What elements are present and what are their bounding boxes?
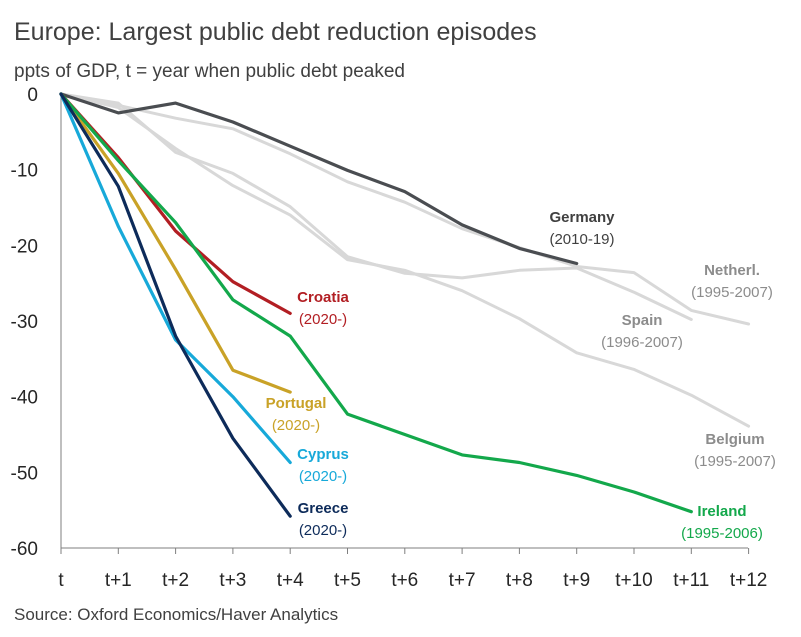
series-labels: Germany (2010-19) Netherl. (1995-2007) Spain…: [266, 209, 776, 542]
y-tick-label: -60: [11, 539, 38, 560]
series-label-spain: Spain: [622, 312, 663, 329]
y-tick-labels: 0 -10 -20 -30 -40 -50 -60: [11, 85, 38, 560]
series-label-croatia: Croatia: [297, 289, 349, 306]
x-tick-label: t+10: [615, 570, 653, 591]
series-line-germany: [59, 92, 579, 266]
series-period-portugal: (2020-): [272, 417, 320, 434]
series-label-greece: Greece: [298, 500, 349, 517]
series-label-portugal: Portugal: [266, 395, 327, 412]
series-line-portugal: [59, 92, 292, 394]
x-tick-label: t+7: [449, 570, 476, 591]
series-period-ireland: (1995-2006): [681, 525, 763, 542]
series-period-greece: (2020-): [299, 522, 347, 539]
y-tick-label: 0: [27, 85, 38, 106]
series-line-belgium: [59, 92, 751, 428]
x-tick-label: t+11: [673, 570, 709, 591]
chart-title: Europe: Largest public debt reduction ep…: [14, 18, 537, 46]
series-label-cyprus: Cyprus: [297, 446, 349, 463]
series-period-cyprus: (2020-): [299, 468, 347, 485]
series-line-croatia: [59, 92, 292, 315]
series-period-netherl: (1995-2007): [691, 284, 773, 301]
series-period-germany: (2010-19): [549, 231, 614, 248]
x-tick-label: t+4: [277, 570, 304, 591]
series-line-greece: [59, 92, 292, 518]
x-tick-labels: t t+1 t+2 t+3 t+4 t+5 t+6 t+7 t+8 t+9 t+10 t+11 t+12: [58, 548, 767, 591]
chart-source: Source: Oxford Economics/Haver Analytics: [14, 605, 338, 624]
series-label-germany: Germany: [549, 209, 615, 226]
x-tick-label: t+1: [105, 570, 132, 591]
series-line-cyprus: [59, 92, 292, 465]
x-tick-label: t+2: [162, 570, 189, 591]
x-tick-label: t+6: [391, 570, 418, 591]
y-tick-label: -10: [11, 161, 38, 182]
series-label-netherl: Netherl.: [704, 262, 760, 279]
y-tick-label: -20: [11, 236, 38, 257]
series-lines: [59, 92, 751, 518]
series-label-ireland: Ireland: [697, 503, 746, 520]
series-line-netherl: [59, 92, 751, 326]
y-tick-label: -40: [11, 388, 38, 409]
y-tick-label: -30: [11, 312, 38, 333]
series-label-belgium: Belgium: [705, 431, 764, 448]
x-tick-label: t+9: [563, 570, 590, 591]
x-tick-label: t: [58, 570, 64, 591]
series-period-belgium: (1995-2007): [694, 453, 776, 470]
x-tick-label: t+8: [506, 570, 533, 591]
series-line-ireland: [59, 92, 693, 514]
x-tick-label: t+12: [730, 570, 768, 591]
chart-subtitle: ppts of GDP, t = year when public debt p…: [14, 61, 405, 82]
series-period-croatia: (2020-): [299, 311, 347, 328]
x-tick-label: t+5: [334, 570, 361, 591]
x-tick-label: t+3: [219, 570, 246, 591]
y-tick-label: -50: [11, 463, 38, 484]
series-period-spain: (1996-2007): [601, 334, 683, 351]
